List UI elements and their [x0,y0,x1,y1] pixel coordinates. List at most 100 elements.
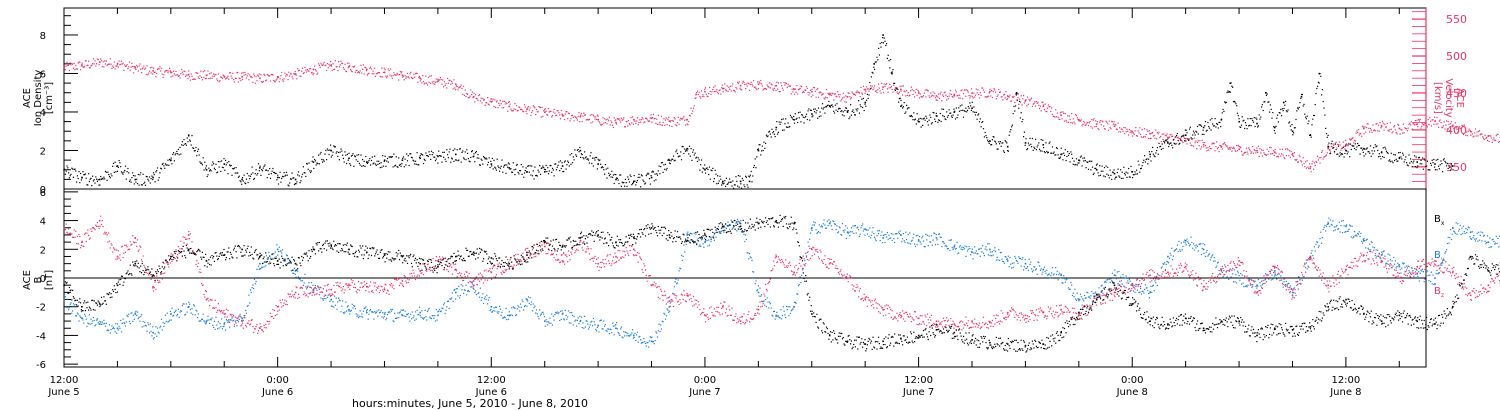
density-series-point-847 [742,179,744,181]
density-series-point-1023 [883,37,885,39]
by-series-point-184 [211,317,213,319]
velocity-series-point-517 [478,95,480,97]
density-series-point-834 [732,180,734,182]
by-series-point-502 [466,294,468,296]
by-series-point-582 [530,304,532,306]
by-series-point-724 [644,341,646,343]
by-series-point-133 [170,319,172,321]
by-series-point-963 [835,228,837,231]
by-series-point-182 [209,318,211,320]
velocity-series-point-1575 [1325,154,1328,156]
density-series-point-768 [679,155,681,157]
velocity-series-point-378 [366,74,368,76]
density-series-point-660 [592,165,594,167]
velocity-series-point-677 [606,123,608,125]
velocity-series-point-1226 [1046,111,1048,113]
density-series-point-1144 [980,126,982,128]
velocity-series-point-1434 [1212,142,1215,144]
velocity-series-point-576 [525,110,527,112]
density-series-point-398 [382,165,385,167]
velocity-series-value-81 [1487,135,1490,137]
velocity-series-point-1686 [1414,120,1416,122]
by-series-point-532 [490,308,492,310]
density-series-point-610 [552,169,554,171]
density-series-value-22 [455,153,457,156]
by-series-point-492 [458,285,460,287]
velocity-series-point-142 [177,75,179,77]
density-series-point-1564 [1317,85,1319,87]
velocity-series-point-499 [463,94,465,96]
density-series-point-509 [471,150,473,152]
by-series-point-716 [637,341,639,343]
density-series-point-863 [755,167,757,169]
density-series-point-1643 [1380,158,1382,160]
by-series-point-45 [100,321,102,323]
density-series-point-759 [672,158,674,160]
velocity-series-point-388 [374,75,377,77]
density-series-point-1052 [906,108,908,110]
by-series-point-511 [473,288,475,290]
velocity-series-point-1158 [991,96,993,99]
by-series-point-953 [827,225,829,227]
velocity-series-point-1162 [995,91,997,93]
by-series-point-369 [359,310,361,312]
velocity-series-point-909 [792,91,794,93]
velocity-series-point-1527 [1287,149,1289,151]
density-series-point-579 [527,165,530,167]
velocity-series-point-71 [120,60,123,62]
velocity-series-point-612 [554,112,556,114]
density-series-point-1363 [1156,150,1158,152]
by-series-point-608 [551,313,553,315]
density-series-value-70 [1229,82,1232,84]
density-series-point-1625 [1365,148,1368,150]
by-series-point-490 [456,288,458,290]
by-series-point-301 [305,286,307,288]
velocity-series-point-1385 [1173,138,1175,140]
density-series-point-1434 [1212,125,1215,127]
velocity-series-point-814 [716,89,718,91]
velocity-series-point-797 [702,94,704,96]
velocity-series-point-994 [860,86,862,89]
density-series-point-1301 [1106,173,1108,175]
velocity-series-point-1653 [1388,130,1390,132]
by-series-point-337 [334,295,336,297]
density-series-point-1390 [1177,140,1179,142]
density-series-point-1281 [1090,169,1092,171]
density-series-point-63 [114,161,116,163]
density-series-point-1263 [1075,158,1078,160]
density-series-point-1369 [1160,148,1162,150]
velocity-series-point-880 [769,82,771,84]
velocity-series-point-291 [297,68,299,70]
velocity-series-point-845 [741,89,743,91]
velocity-series-point-1403 [1188,138,1190,141]
density-series-point-1619 [1361,147,1363,149]
density-series-point-1520 [1281,108,1283,110]
b-axis-label-line: B [33,276,44,283]
velocity-series-point-1030 [889,83,891,85]
velocity-series-point-1152 [987,96,989,98]
density-series-point-605 [548,170,550,172]
by-series-point-122 [161,329,163,331]
velocity-series-point-250 [264,74,266,76]
density-series-point-1608 [1352,145,1354,147]
density-series-point-1046 [902,107,904,109]
velocity-series-point-1382 [1171,135,1173,137]
density-series-point-83 [130,181,132,183]
density-series-point-921 [801,114,804,116]
by-series-point-855 [749,253,751,255]
velocity-series-point-1665 [1398,124,1400,126]
density-series-point-1408 [1192,134,1194,136]
density-series-point-349 [343,161,345,163]
by-series-point-445 [420,316,422,318]
density-series-point-459 [431,154,433,156]
velocity-series-point-501 [465,95,467,97]
velocity-series-point-1532 [1291,154,1293,156]
velocity-series-point-1352 [1147,130,1149,132]
velocity-series-point-1615 [1357,129,1360,131]
velocity-series-point-948 [823,97,825,99]
density-series-point-1498 [1264,101,1266,103]
velocity-series-point-1645 [1381,120,1384,122]
velocity-series-point-630 [568,113,570,115]
by-series-point-127 [165,320,167,323]
density-series-point-1042 [898,98,900,100]
